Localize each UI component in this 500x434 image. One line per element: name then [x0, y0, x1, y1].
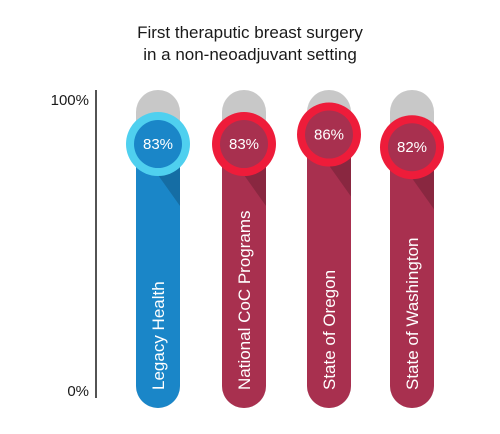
bar-category-label: Legacy Health	[149, 281, 168, 390]
bar-category-label: State of Oregon	[320, 270, 339, 390]
value-knob	[220, 120, 268, 169]
y-tick-label-max: 100%	[51, 92, 89, 109]
bar-category-label: National CoC Programs	[235, 210, 254, 390]
value-label: 82%	[397, 139, 427, 156]
chart-title-line-1: First theraputic breast surgery	[137, 23, 363, 42]
value-knob	[134, 120, 182, 169]
chart-title-line-2: in a non-neoadjuvant setting	[143, 45, 357, 64]
value-label: 86%	[314, 127, 344, 144]
bars-group: 83% Legacy Health 83% National CoC Programs…	[126, 90, 444, 409]
chart-title: First theraputic breast surgery in a non…	[0, 22, 500, 66]
bar-1	[136, 144, 180, 408]
y-tick-label-min: 0%	[67, 383, 89, 400]
bar-category-label: State of Washington	[403, 238, 422, 390]
value-knob	[305, 110, 353, 159]
value-label: 83%	[143, 136, 173, 153]
bar-3	[307, 134, 351, 408]
value-knob	[388, 123, 436, 172]
bar-4	[390, 147, 434, 409]
bar-2	[222, 144, 266, 408]
value-label: 83%	[229, 136, 259, 153]
